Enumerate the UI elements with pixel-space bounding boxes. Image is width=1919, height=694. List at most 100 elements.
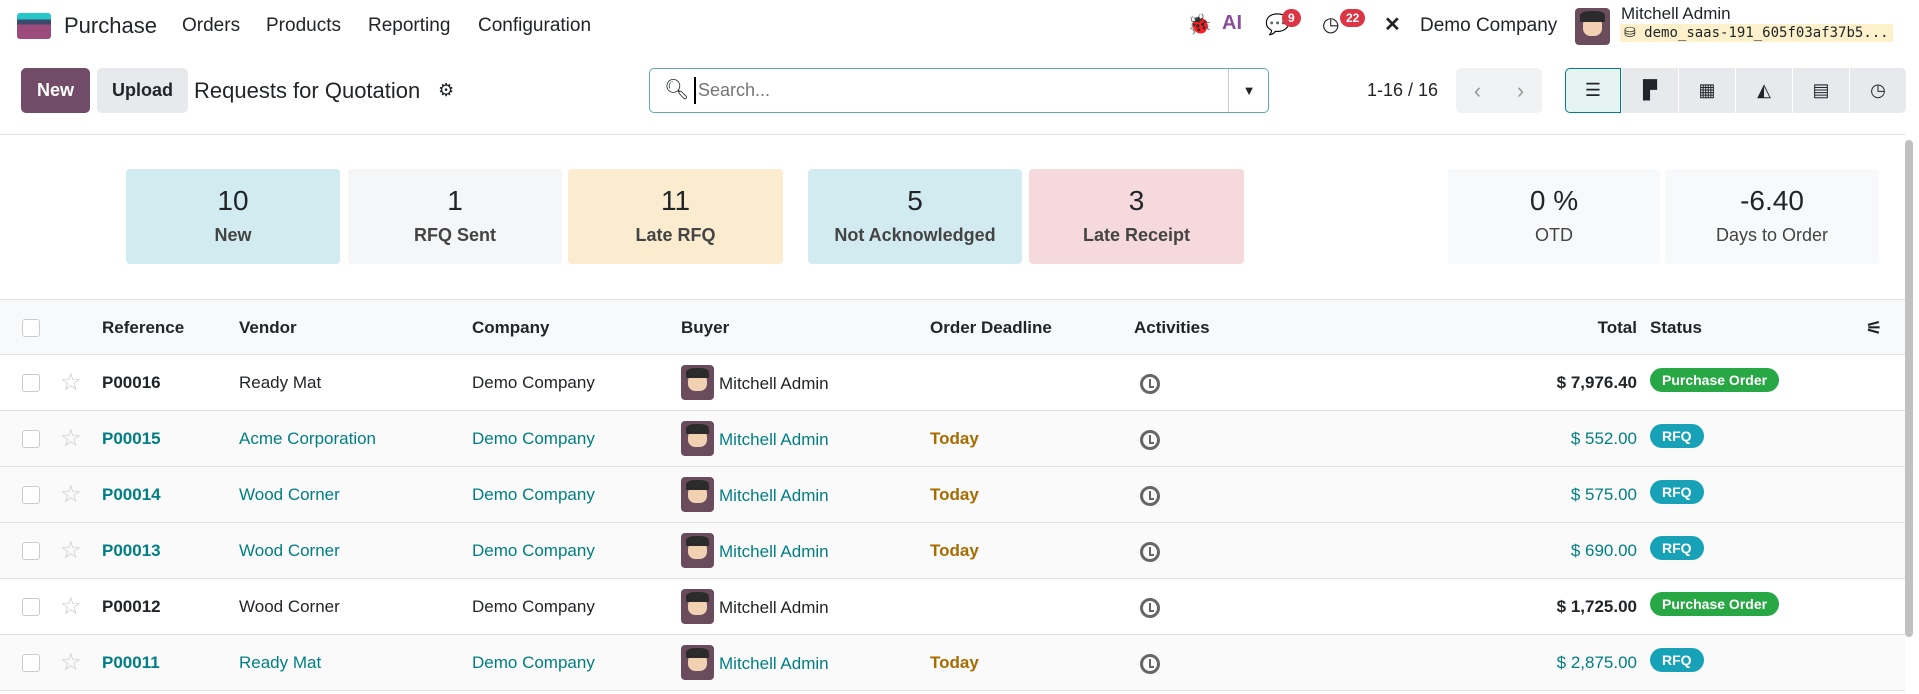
calendar-view-button[interactable]: ▤ — [1793, 68, 1849, 113]
stat-card-late-rfq[interactable]: 11 Late RFQ — [568, 169, 783, 264]
stat-label: RFQ Sent — [413, 225, 496, 245]
ai-icon[interactable]: AI — [1222, 12, 1242, 34]
new-button[interactable]: New — [21, 68, 90, 113]
top-navbar: Purchase Orders Products Reporting Confi… — [0, 0, 1919, 52]
app-name[interactable]: Purchase — [64, 13, 157, 38]
cell-vendor: Wood Corner — [239, 485, 340, 504]
cell-company: Demo Company — [472, 597, 595, 616]
settings-gear-icon[interactable]: ⚙ — [438, 80, 455, 100]
table-row[interactable]: ☆ P00012 Wood Corner Demo Company Mitche… — [0, 579, 1905, 635]
menu-reporting[interactable]: Reporting — [368, 15, 451, 36]
table-row[interactable]: ☆ P00011 Ready Mat Demo Company Mitchell… — [0, 635, 1905, 691]
stat-card-late-receipt[interactable]: 3 Late Receipt — [1029, 169, 1244, 264]
priority-star-icon[interactable]: ☆ — [60, 537, 82, 564]
header-activities[interactable]: Activities — [1134, 318, 1210, 337]
stat-label: Late Receipt — [1082, 225, 1191, 245]
buyer-avatar — [681, 421, 714, 456]
list-view-button[interactable]: ☰ — [1565, 68, 1621, 113]
select-all-checkbox[interactable] — [22, 319, 40, 337]
company-switcher[interactable]: Demo Company — [1420, 15, 1558, 36]
activity-clock-icon[interactable] — [1140, 374, 1160, 394]
pager-value[interactable]: 1-16 / 16 — [1367, 80, 1439, 100]
cell-company: Demo Company — [472, 653, 595, 672]
pager-next-button[interactable]: › — [1516, 78, 1525, 103]
header-buyer[interactable]: Buyer — [681, 318, 730, 337]
row-checkbox[interactable] — [22, 486, 40, 504]
priority-star-icon[interactable]: ☆ — [60, 481, 82, 508]
scrollbar[interactable] — [1905, 140, 1913, 637]
header-order-deadline[interactable]: Order Deadline — [930, 318, 1052, 337]
cell-company: Demo Company — [472, 429, 595, 448]
table-row[interactable]: ☆ P00014 Wood Corner Demo Company Mitche… — [0, 467, 1905, 523]
priority-star-icon[interactable]: ☆ — [60, 649, 82, 676]
stat-card-new[interactable]: 10 New — [126, 169, 340, 264]
header-company[interactable]: Company — [472, 318, 550, 337]
buyer-avatar — [681, 645, 714, 680]
header-status[interactable]: Status — [1650, 318, 1702, 337]
table-row[interactable]: ☆ P00015 Acme Corporation Demo Company M… — [0, 411, 1905, 467]
stat-card-not-acknowledged[interactable]: 5 Not Acknowledged — [808, 169, 1022, 264]
search-input[interactable] — [694, 77, 1214, 104]
stat-card-rfq-sent[interactable]: 1 RFQ Sent — [348, 169, 562, 264]
cell-vendor: Wood Corner — [239, 597, 340, 616]
activity-view-button[interactable]: ◷ — [1850, 68, 1906, 113]
row-checkbox[interactable] — [22, 598, 40, 616]
optional-columns-toggle-icon[interactable]: ⚟ — [1866, 318, 1883, 338]
activity-clock-icon[interactable] — [1140, 542, 1160, 562]
kanban-view-button[interactable]: ▛ — [1622, 68, 1678, 113]
priority-star-icon[interactable]: ☆ — [60, 425, 82, 452]
activity-clock-icon[interactable] — [1140, 430, 1160, 450]
upload-button[interactable]: Upload — [97, 68, 188, 113]
cell-total: $ 575.00 — [1570, 485, 1637, 504]
header-total[interactable]: Total — [1597, 318, 1637, 337]
stat-card-otd: 0 % OTD — [1448, 169, 1660, 264]
cell-total: $ 2,875.00 — [1556, 653, 1637, 672]
search-bar: 🔍︎ ▼ — [649, 68, 1269, 113]
pager-nav: ‹ › — [1456, 68, 1542, 113]
cell-reference: P00016 — [102, 373, 161, 392]
search-dropdown-toggle[interactable]: ▼ — [1228, 69, 1269, 112]
table-row[interactable]: ☆ P00016 Ready Mat Demo Company Mitchell… — [0, 355, 1905, 411]
priority-star-icon[interactable]: ☆ — [60, 593, 82, 620]
row-checkbox[interactable] — [22, 654, 40, 672]
menu-products[interactable]: Products — [266, 15, 341, 36]
table-row[interactable]: ☆ P00013 Wood Corner Demo Company Mitche… — [0, 523, 1905, 579]
cell-buyer: Mitchell Admin — [719, 542, 829, 561]
activity-clock-icon[interactable] — [1140, 654, 1160, 674]
activities-clock-icon[interactable]: ◷ — [1322, 14, 1340, 36]
menu-configuration[interactable]: Configuration — [478, 15, 592, 36]
messages-badge: 9 — [1282, 9, 1301, 27]
row-checkbox[interactable] — [22, 430, 40, 448]
purchase-app-icon[interactable] — [17, 13, 51, 39]
stat-label: New — [214, 225, 252, 245]
header-reference[interactable]: Reference — [102, 318, 185, 337]
user-name[interactable]: Mitchell Admin — [1621, 4, 1731, 23]
activity-clock-icon[interactable] — [1140, 598, 1160, 618]
pager-prev-button[interactable]: ‹ — [1473, 78, 1482, 103]
pivot-view-button[interactable]: ▦ — [1679, 68, 1735, 113]
header-vendor[interactable]: Vendor — [239, 318, 297, 337]
database-name: ⛁ demo_saas-191_605f03af37b5... — [1620, 24, 1893, 42]
priority-star-icon[interactable]: ☆ — [60, 369, 82, 396]
graph-view-button[interactable]: ◭ — [1736, 68, 1792, 113]
activity-clock-icon[interactable] — [1140, 486, 1160, 506]
cell-total: $ 690.00 — [1570, 541, 1637, 560]
status-badge: RFQ — [1650, 536, 1704, 560]
row-checkbox[interactable] — [22, 374, 40, 392]
cell-order-deadline: Today — [930, 429, 979, 448]
cell-buyer: Mitchell Admin — [719, 486, 829, 505]
debug-bug-icon[interactable]: 🐞 — [1187, 14, 1212, 36]
tools-icon[interactable]: ✕ — [1384, 14, 1401, 36]
user-avatar[interactable] — [1575, 8, 1610, 45]
status-badge: RFQ — [1650, 648, 1704, 672]
stat-card-days-to-order: -6.40 Days to Order — [1665, 169, 1879, 264]
menu-orders[interactable]: Orders — [182, 15, 241, 36]
stat-label: Days to Order — [1715, 225, 1829, 245]
stat-value: 3 — [1128, 185, 1145, 216]
row-checkbox[interactable] — [22, 542, 40, 560]
cell-total: $ 7,976.40 — [1556, 373, 1637, 392]
buyer-avatar — [681, 365, 714, 400]
search-icon: 🔍︎ — [664, 79, 690, 101]
status-badge: Purchase Order — [1650, 592, 1780, 616]
cell-vendor: Acme Corporation — [239, 429, 377, 448]
